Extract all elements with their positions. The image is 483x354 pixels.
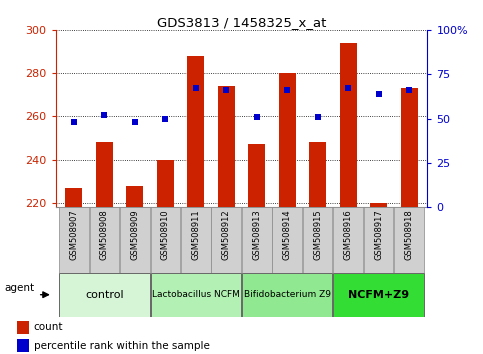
Bar — [66, 188, 82, 207]
Text: control: control — [85, 290, 124, 300]
Bar — [17, 321, 29, 333]
Bar — [17, 339, 29, 352]
Point — [284, 87, 291, 93]
Bar — [340, 43, 356, 207]
Point — [222, 87, 230, 93]
Point — [375, 91, 383, 97]
Text: GSM508909: GSM508909 — [130, 210, 139, 260]
Bar — [303, 207, 332, 273]
Bar — [333, 273, 424, 317]
Bar — [248, 144, 265, 207]
Text: GSM508914: GSM508914 — [283, 210, 292, 260]
Point — [253, 114, 261, 120]
Title: GDS3813 / 1458325_x_at: GDS3813 / 1458325_x_at — [157, 16, 326, 29]
Bar — [401, 88, 417, 207]
Bar — [181, 207, 211, 273]
Text: agent: agent — [4, 283, 35, 293]
Point — [405, 87, 413, 93]
Text: NCFM+Z9: NCFM+Z9 — [348, 290, 409, 300]
Text: GSM508913: GSM508913 — [252, 210, 261, 261]
Text: GSM508917: GSM508917 — [374, 210, 383, 261]
Point — [344, 86, 352, 91]
Text: count: count — [34, 322, 63, 332]
Point — [70, 119, 78, 125]
Text: GSM508916: GSM508916 — [344, 210, 353, 261]
Bar — [395, 207, 424, 273]
Bar — [218, 86, 235, 207]
Bar — [59, 273, 150, 317]
Bar — [151, 207, 180, 273]
Text: Lactobacillus NCFM: Lactobacillus NCFM — [152, 290, 240, 299]
Bar — [96, 142, 113, 207]
Bar — [279, 73, 296, 207]
Text: GSM508912: GSM508912 — [222, 210, 231, 260]
Point — [161, 116, 169, 121]
Bar — [59, 207, 88, 273]
Bar — [370, 203, 387, 207]
Bar — [364, 207, 394, 273]
Bar — [89, 207, 119, 273]
Text: GSM508907: GSM508907 — [70, 210, 78, 261]
Point — [192, 86, 199, 91]
Text: GSM508911: GSM508911 — [191, 210, 200, 260]
Bar — [120, 207, 150, 273]
Bar — [151, 273, 241, 317]
Bar — [157, 160, 174, 207]
Bar — [272, 207, 302, 273]
Bar — [127, 185, 143, 207]
Point — [314, 114, 322, 120]
Bar — [242, 273, 332, 317]
Point — [100, 112, 108, 118]
Point — [131, 119, 139, 125]
Text: percentile rank within the sample: percentile rank within the sample — [34, 341, 210, 351]
Bar — [242, 207, 271, 273]
Text: Bifidobacterium Z9: Bifidobacterium Z9 — [244, 290, 331, 299]
Bar — [333, 207, 363, 273]
Text: GSM508910: GSM508910 — [161, 210, 170, 260]
Bar — [309, 142, 326, 207]
Bar — [187, 56, 204, 207]
Text: GSM508908: GSM508908 — [100, 210, 109, 261]
Text: GSM508918: GSM508918 — [405, 210, 413, 261]
Bar — [212, 207, 241, 273]
Text: GSM508915: GSM508915 — [313, 210, 322, 260]
